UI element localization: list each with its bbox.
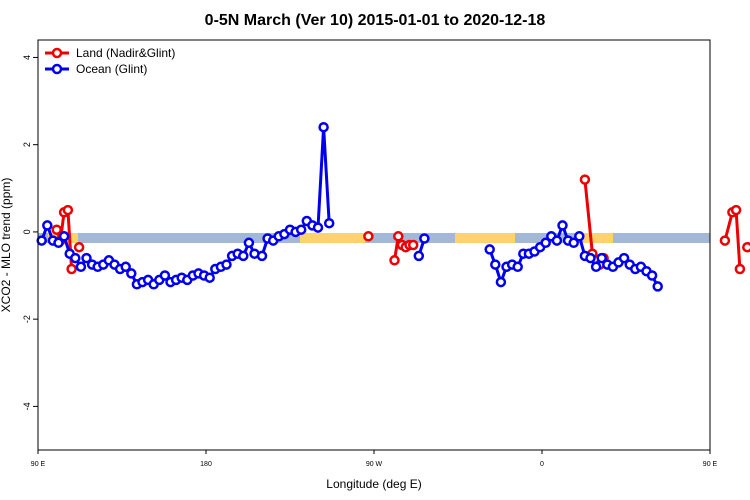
ocean-point	[36, 235, 47, 246]
ocean-point	[419, 233, 430, 244]
ocean-point	[256, 250, 268, 262]
land-point	[66, 263, 77, 275]
land-point	[742, 241, 750, 253]
y-tick-label: -2	[22, 315, 32, 323]
ocean-point	[159, 270, 171, 281]
land-point	[363, 231, 374, 242]
ocean-point	[75, 261, 87, 273]
y-axis: -4 -2 0 2 4	[22, 55, 38, 410]
ocean-point	[81, 252, 92, 264]
ocean-point	[70, 252, 81, 264]
legend: Land (Nadir&Glint) Ocean (Glint)	[45, 46, 175, 76]
ocean-point	[126, 268, 137, 279]
y-tick-label: -4	[22, 402, 32, 410]
y-tick-label: 0	[22, 229, 32, 234]
ocean-point	[568, 237, 579, 249]
x-tick-label: 0	[540, 461, 544, 468]
ocean-point	[495, 276, 507, 288]
land-point	[579, 174, 591, 185]
land-point	[407, 239, 419, 251]
ocean-point	[540, 237, 551, 249]
ocean-point	[312, 222, 324, 233]
x-tick-label: 90 E	[31, 461, 46, 468]
land-point	[389, 255, 400, 266]
legend-land-marker	[51, 47, 63, 59]
ocean-point	[551, 235, 563, 246]
y-axis-label: XCO2 - MLO trend (ppm)	[0, 178, 13, 313]
land-point	[393, 231, 404, 242]
ocean-point	[58, 231, 70, 242]
ocean-point	[42, 220, 53, 231]
ocean-point	[652, 281, 663, 292]
ocean-point	[323, 217, 335, 229]
ocean-point	[318, 121, 329, 133]
ocean-point	[574, 231, 585, 242]
land-point	[73, 241, 85, 253]
land-series	[51, 174, 750, 275]
plot-frame	[37, 39, 711, 451]
ocean-point	[512, 261, 523, 273]
land-point	[719, 235, 731, 246]
ocean-point	[204, 272, 215, 283]
ocean-series	[36, 121, 663, 292]
ocean-point	[221, 259, 232, 270]
land-point	[51, 224, 62, 235]
ocean-point	[413, 250, 425, 262]
land-point	[62, 204, 74, 216]
ocean-point	[596, 252, 607, 264]
ocean-point	[646, 270, 658, 281]
x-tick-label: 90 E	[703, 461, 718, 468]
ocean-point	[585, 252, 596, 264]
legend-ocean-label: Ocean (Glint)	[76, 62, 147, 76]
land-point	[730, 204, 742, 216]
legend-ocean-marker	[51, 63, 63, 75]
legend-land-label: Land (Nadir&Glint)	[76, 46, 175, 60]
ocean-point	[238, 250, 249, 262]
chart-title: 0-5N March (Ver 10) 2015-01-01 to 2020-1…	[205, 12, 546, 29]
ocean-point	[590, 261, 602, 273]
ocean-point	[557, 220, 568, 231]
ocean-point	[53, 237, 64, 249]
series-layer	[36, 121, 750, 292]
land-point	[734, 263, 746, 275]
ocean-point	[490, 259, 501, 270]
y-tick-label: 4	[22, 55, 32, 60]
x-axis-label: Longitude (deg E)	[326, 477, 421, 491]
ocean-point	[295, 224, 307, 235]
y-tick-label: 2	[22, 142, 32, 147]
ocean-point	[484, 244, 495, 255]
x-tick-label: 90 W	[366, 461, 383, 468]
x-tick-label: 180	[200, 461, 212, 468]
ocean-point	[120, 261, 131, 273]
ocean-point	[243, 237, 255, 249]
ocean-point	[618, 252, 630, 264]
